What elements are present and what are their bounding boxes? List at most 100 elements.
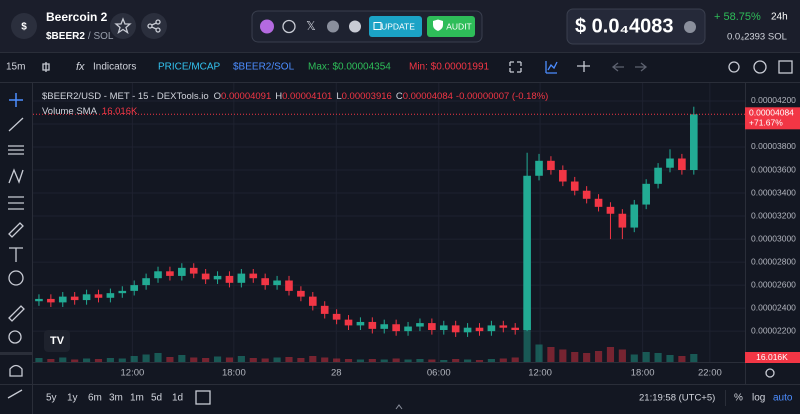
- volume-bar: [618, 349, 626, 362]
- volume-bar: [297, 358, 305, 362]
- token-symbol: $BEER2: [46, 31, 85, 42]
- x-tick-label: 18:00: [222, 368, 246, 379]
- share-button[interactable]: [141, 13, 167, 39]
- volume-badge: [745, 352, 800, 363]
- crosshair-tool[interactable]: [9, 93, 23, 107]
- axis-settings-icon[interactable]: [765, 368, 775, 378]
- favorite-button[interactable]: [110, 13, 136, 39]
- measure-tool[interactable]: [8, 305, 25, 322]
- log-toggle[interactable]: log: [752, 393, 765, 404]
- emoji-tool[interactable]: [8, 270, 24, 286]
- x-icon[interactable]: 𝕏: [306, 19, 316, 33]
- candle-body: [237, 273, 246, 283]
- volume-bar: [452, 359, 460, 362]
- token-pair: $BEER2/ SOL: [46, 31, 114, 42]
- fullscreen-icon[interactable]: [509, 61, 522, 73]
- snapshot-icon[interactable]: [753, 60, 767, 74]
- candle-body: [58, 296, 67, 303]
- range-button[interactable]: 5d: [151, 393, 162, 404]
- candle-body: [666, 158, 674, 168]
- prediction-tool[interactable]: [8, 196, 24, 210]
- candle-body: [380, 324, 389, 329]
- y-tick-label: 0.00002800: [751, 256, 796, 266]
- undo-icon[interactable]: [611, 62, 624, 72]
- last-price-label: 0.00004084: [749, 108, 794, 118]
- token-quote: / SOL: [88, 31, 114, 42]
- price-mcap-toggle[interactable]: PRICE/MCAP: [158, 62, 221, 73]
- redo-icon[interactable]: [635, 62, 648, 72]
- legend-ohlc: O0.00004091 H0.00004101 L0.00003916 C0.0000…: [214, 91, 453, 102]
- lock-tool[interactable]: [9, 364, 23, 377]
- legend-value: 0.00004084: [403, 91, 453, 102]
- website-icon[interactable]: [282, 19, 296, 34]
- candle-body: [463, 327, 472, 333]
- candle-body: [130, 285, 139, 291]
- price-sol: 0.0₄2393 SOL: [727, 32, 787, 43]
- auto-toggle[interactable]: auto: [773, 393, 793, 404]
- candle-body: [511, 327, 520, 331]
- candle-body: [273, 280, 281, 286]
- volume-bar: [547, 347, 555, 362]
- text-tool[interactable]: [9, 247, 23, 262]
- volume-bar: [583, 353, 591, 362]
- candle-body: [249, 273, 258, 279]
- camera-icon[interactable]: [778, 60, 793, 74]
- pattern-tool[interactable]: [8, 168, 24, 184]
- coin-icon: [11, 13, 37, 39]
- candle-body: [261, 278, 269, 286]
- volume-bar: [321, 357, 329, 362]
- volume-bar: [487, 359, 495, 362]
- range-button[interactable]: 1d: [172, 393, 183, 404]
- eraser-tool[interactable]: [7, 389, 23, 399]
- audit-button[interactable]: AUDIT: [427, 16, 475, 37]
- settings-icon[interactable]: [728, 61, 740, 73]
- zoom-tool[interactable]: [8, 330, 22, 344]
- range-button[interactable]: 1m: [130, 393, 144, 404]
- token-name: Beercoin 2: [46, 10, 108, 24]
- pair-toggle[interactable]: $BEER2/SOL: [233, 62, 295, 73]
- volume-bar: [535, 344, 543, 362]
- y-tick-label: 0.00003200: [751, 210, 796, 220]
- brush-tool[interactable]: [8, 222, 24, 238]
- x-tick-label: 18:00: [631, 368, 655, 379]
- candle-body: [285, 280, 293, 291]
- social-icon[interactable]: [260, 19, 274, 34]
- volume-bar: [368, 359, 376, 362]
- more-icon[interactable]: [349, 20, 361, 33]
- info-icon[interactable]: [684, 21, 696, 33]
- candle-body: [689, 114, 698, 171]
- indicators-button[interactable]: Indicators: [93, 62, 136, 73]
- volume-bar: [559, 349, 567, 362]
- volume-bar: [154, 353, 162, 362]
- collapse-icon[interactable]: [395, 404, 403, 410]
- candle-body: [451, 325, 460, 333]
- volume-bar: [594, 351, 603, 362]
- candle-body: [368, 321, 377, 329]
- change-period: 24h: [771, 12, 788, 23]
- volume-bar: [59, 357, 67, 362]
- volume-bar: [202, 358, 210, 362]
- candle-body: [535, 160, 543, 176]
- compare-icon[interactable]: [577, 61, 590, 72]
- volume-bar: [380, 359, 388, 362]
- candles-icon[interactable]: [42, 62, 50, 72]
- volume-bar: [285, 357, 293, 362]
- line-tool[interactable]: [8, 117, 24, 132]
- date-range-icon[interactable]: [195, 390, 211, 405]
- range-button[interactable]: 3m: [109, 393, 123, 404]
- candle-body: [559, 170, 567, 182]
- volume-bar: [678, 356, 686, 362]
- volume-bar: [237, 356, 245, 362]
- indicators-icon[interactable]: fx: [76, 61, 85, 73]
- volume-bar: [511, 357, 519, 362]
- chart-type-icon[interactable]: [545, 61, 558, 74]
- range-button[interactable]: 1y: [67, 393, 78, 404]
- update-button[interactable]: UPDATE: [369, 16, 422, 37]
- interval-button[interactable]: 15m: [6, 62, 25, 73]
- range-button[interactable]: 6m: [88, 393, 102, 404]
- percent-toggle[interactable]: %: [734, 393, 743, 404]
- candle-body: [297, 290, 305, 297]
- telegram-icon[interactable]: [327, 20, 339, 33]
- fib-tool[interactable]: [8, 145, 24, 155]
- range-button[interactable]: 5y: [46, 393, 57, 404]
